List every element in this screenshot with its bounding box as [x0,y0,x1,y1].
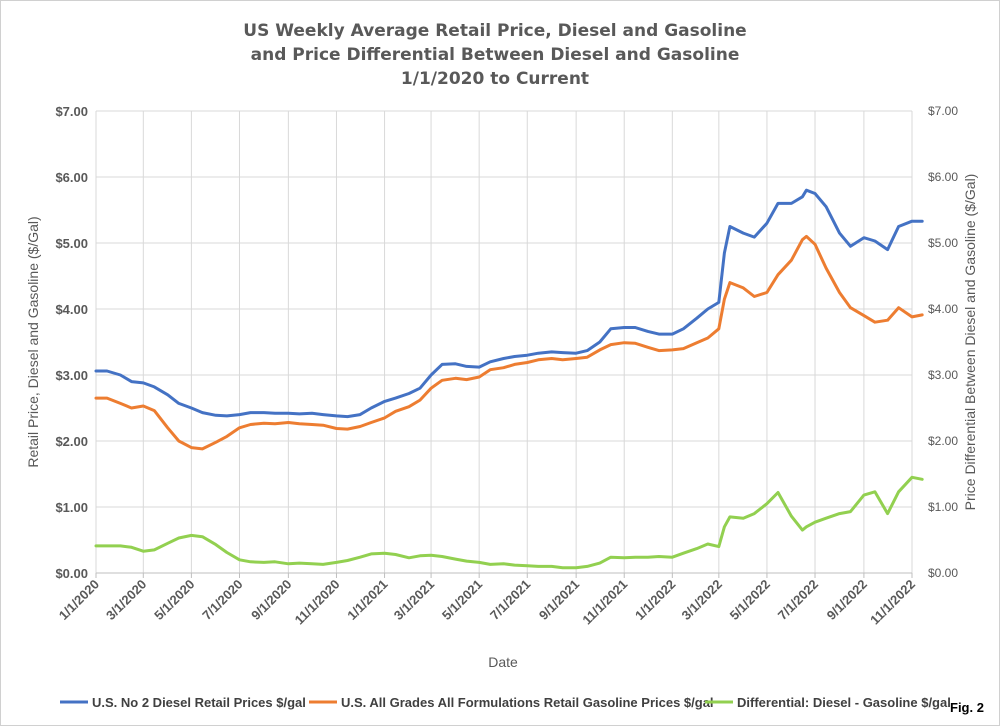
x-tick-label: 9/1/2020 [248,577,294,623]
legend-label-2: U.S. All Grades All Formulations Retail … [341,695,714,710]
x-tick-label: 1/1/2022 [632,577,678,623]
series-line-3 [94,475,924,570]
x-tick-label: 3/1/2021 [391,577,437,623]
legend-label-3: Differential: Diesel - Gasoline $/gal [737,695,951,710]
x-tick-label: 3/1/2022 [679,577,725,623]
legend-label-1: U.S. No 2 Diesel Retail Prices $/gal [92,695,306,710]
y-tick-label-left: $7.00 [55,104,88,119]
x-tick-label: 1/1/2021 [344,577,390,623]
y-tick-label-left: $3.00 [55,368,88,383]
y-tick-label-right: $5.00 [928,236,958,250]
chart-title-line-1: US Weekly Average Retail Price, Diesel a… [243,21,746,41]
y-tick-label-left: $0.00 [55,566,88,581]
x-tick-label: 9/1/2021 [536,577,582,623]
y-tick-label-right: $2.00 [928,434,958,448]
y-tick-label-right: $6.00 [928,170,958,184]
x-tick-label: 3/1/2020 [103,577,149,623]
figure-label: Fig. 2 [950,700,984,715]
x-tick-label: 7/1/2020 [199,577,245,623]
chart-title-line-2: and Price Differential Between Diesel an… [251,45,740,65]
x-tick-label: 9/1/2022 [824,577,870,623]
y-tick-label-right: $7.00 [928,104,958,118]
chart-title-line-3: 1/1/2020 to Current [401,69,589,89]
x-tick-label: 11/1/2020 [292,577,343,628]
y-tick-label-left: $4.00 [55,302,88,317]
x-axis-label: Date [488,654,518,670]
y-axis-label-left: Retail Price, Diesel and Gasoline ($/Gal… [25,216,41,467]
x-tick-label: 11/1/2022 [867,577,918,628]
y-tick-label-left: $2.00 [55,434,88,449]
series-line-1 [94,188,924,419]
y-tick-label-right: $4.00 [928,302,958,316]
x-tick-label: 1/1/2020 [56,577,102,623]
y-tick-label-right: $0.00 [928,566,958,580]
y-tick-label-right: $3.00 [928,368,958,382]
x-tick-label: 5/1/2020 [151,577,197,623]
y-axis-label-right: Price Differential Between Diesel and Ga… [962,174,978,511]
x-tick-label: 7/1/2021 [487,577,533,623]
y-tick-label-left: $1.00 [55,500,88,515]
x-tick-label: 7/1/2022 [775,577,821,623]
y-tick-label-left: $6.00 [55,170,88,185]
series-line-2 [94,234,924,451]
x-tick-label: 5/1/2022 [727,577,773,623]
x-tick-label: 5/1/2021 [439,577,485,623]
y-tick-label-left: $5.00 [55,236,88,251]
y-tick-label-right: $1.00 [928,500,958,514]
x-tick-label: 11/1/2021 [579,577,630,628]
